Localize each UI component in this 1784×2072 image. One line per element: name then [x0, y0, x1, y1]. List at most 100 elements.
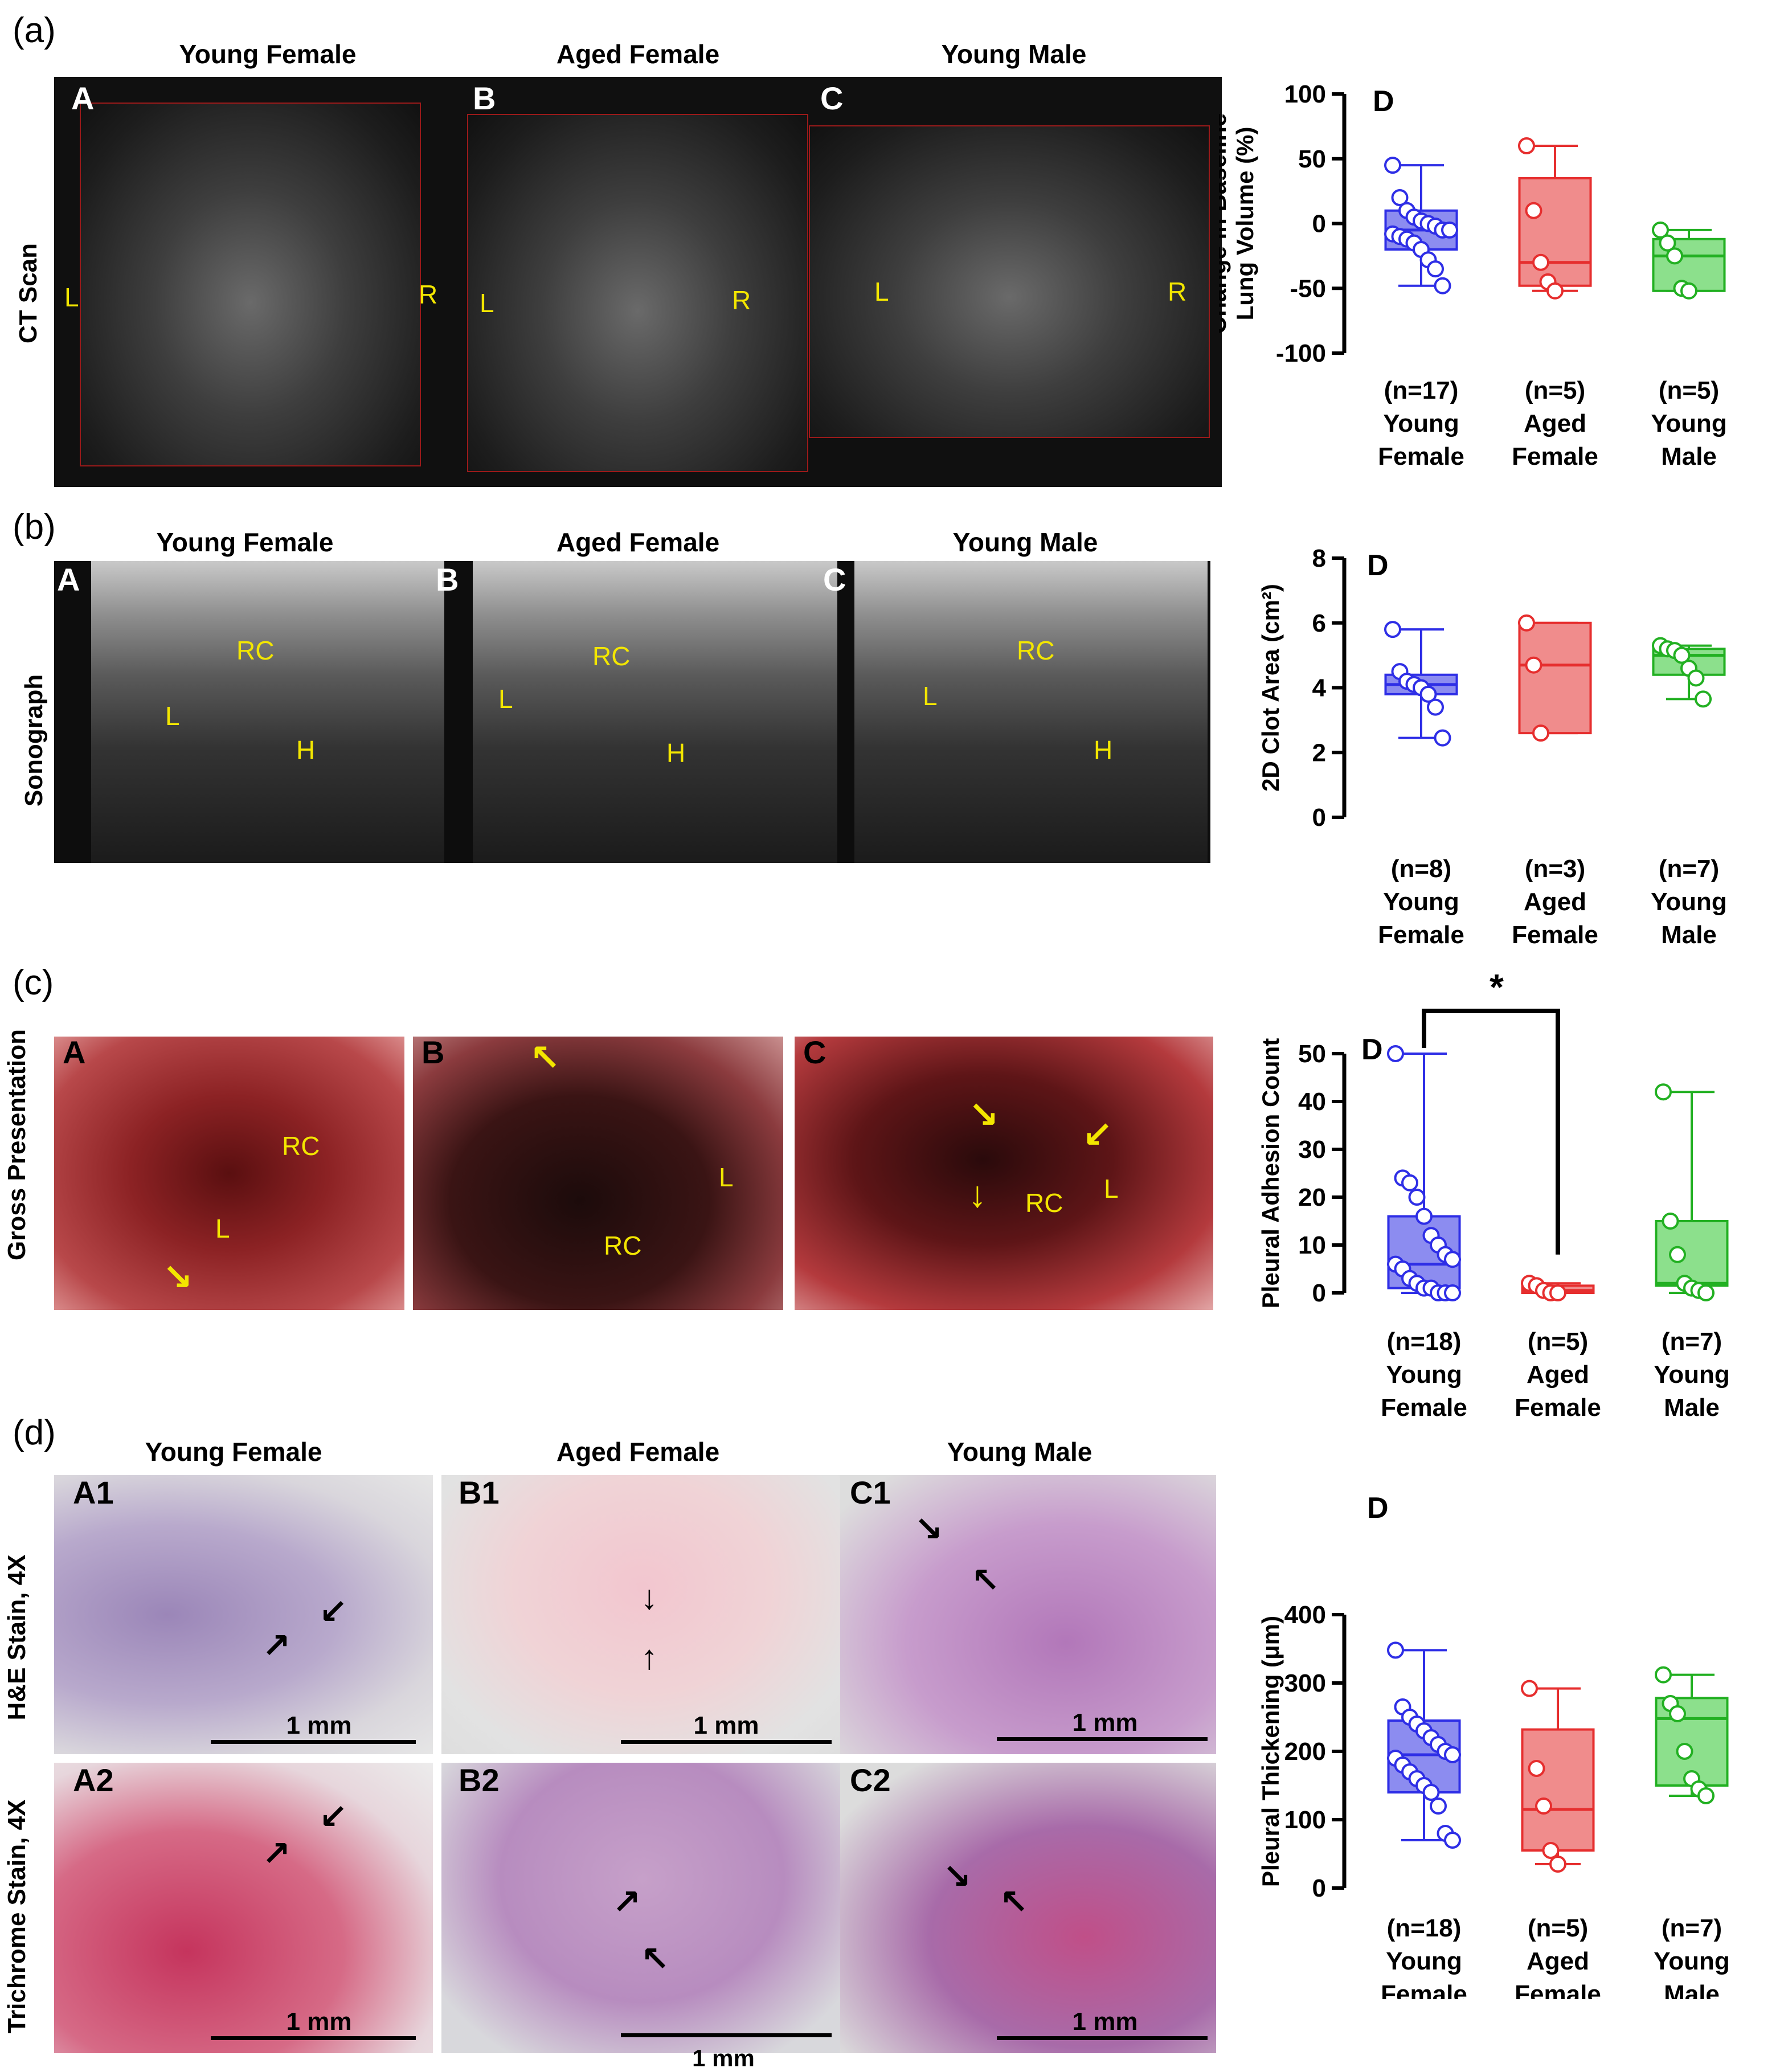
y-tick-label: 20 [1298, 1184, 1326, 1211]
scale-bar-b1 [621, 1740, 832, 1744]
data-point [1391, 189, 1409, 206]
data-point [1666, 247, 1683, 265]
data-point [1444, 1251, 1461, 1268]
sono-image-young-female [91, 561, 444, 863]
y-tick-label: 0 [1312, 804, 1326, 832]
box-iqr [1518, 621, 1592, 735]
gross-rc-a: RC [282, 1131, 320, 1161]
x-category-label-2: Female [1515, 1980, 1601, 1999]
data-point [1401, 1174, 1418, 1191]
data-point [1687, 669, 1705, 687]
data-point [1444, 1832, 1461, 1849]
ct-side-right-b: R [732, 285, 751, 315]
histo-tri-aged-female [441, 1763, 843, 2053]
x-category-n: (n=18) [1387, 1328, 1462, 1356]
x-category-label-1: Young [1383, 888, 1459, 916]
x-category-label-2: Female [1378, 443, 1464, 470]
histo-tri-young-male [840, 1763, 1216, 2053]
histo-arrow-a2-1: ↙ [319, 1797, 348, 1836]
chart-clot-area: 0 2 4 6 8 2D Clot Area (cm²) D (n=8) Young Female… [1257, 544, 1727, 945]
y-tick-label: 0 [1312, 1279, 1326, 1307]
x-category-label-2: Male [1661, 921, 1717, 945]
data-point [1669, 1705, 1686, 1722]
y-tick-label: 2 [1312, 739, 1326, 767]
data-point [1532, 253, 1549, 271]
ct-image-young-male [809, 125, 1210, 438]
x-category-label-1: Young [1383, 410, 1459, 437]
scale-bar-b2 [621, 2033, 832, 2037]
histo-letter-c2: C2 [850, 1762, 891, 1798]
data-point [1408, 1189, 1426, 1206]
y-tick-label: 6 [1312, 609, 1326, 637]
ct-letter-b: B [473, 80, 496, 116]
data-point [1427, 698, 1444, 716]
box-iqr [1518, 177, 1592, 287]
section-label-c: (c) [13, 963, 54, 1002]
y-tick-label: 30 [1298, 1136, 1326, 1164]
y-tick-label: 300 [1284, 1669, 1326, 1697]
data-point [1521, 1680, 1538, 1697]
chart-lung-volume: -100 -50 0 50 100 Change in Baseline Lung Volu… [1219, 80, 1727, 470]
data-point [1427, 260, 1444, 278]
data-point [1680, 282, 1697, 300]
row-label-sono: Sonograph [20, 674, 48, 807]
sono-image-young-male [854, 561, 1208, 863]
ct-side-right-a: R [419, 280, 438, 309]
y-tick-label: 8 [1312, 544, 1326, 572]
sono-panel: A B C RC L H RC L H RC L H [54, 561, 1210, 863]
scale-text-a1: 1 mm [286, 1711, 352, 1739]
gross-letter-c: C [803, 1034, 826, 1070]
x-category-label-2: Male [1664, 1980, 1720, 1999]
histo-he-young-female [54, 1475, 433, 1754]
sono-h-a: H [296, 735, 316, 765]
y-axis-label: Pleural Adhesion Count [1257, 1038, 1284, 1308]
histo-arrow-b1-1: ↓ [641, 1578, 658, 1616]
box-iqr [1521, 1728, 1595, 1852]
data-point [1384, 621, 1401, 638]
sono-h-b: H [666, 738, 686, 768]
y-axis-label: 2D Clot Area (cm²) [1257, 584, 1284, 792]
ct-side-left-b: L [480, 288, 494, 318]
scale-bar-a1 [211, 1740, 416, 1744]
data-point [1434, 729, 1451, 747]
histo-arrow-a1-2: ↗ [262, 1627, 291, 1665]
data-point [1697, 1284, 1715, 1301]
chart-adhesion-count: 0 10 20 30 40 50 Pleural Adhesion Count D (n=18)… [1257, 967, 1730, 1422]
gross-image-c [795, 1037, 1213, 1310]
histo-arrow-b2-1: ↗ [612, 1883, 641, 1921]
scale-text-c2: 1 mm [1072, 2008, 1138, 2036]
histo-letter-b1: B1 [459, 1475, 500, 1510]
significance-bracket [1422, 1009, 1560, 1255]
y-tick-label: -50 [1290, 275, 1326, 302]
gross-rc-c: RC [1025, 1188, 1063, 1218]
x-category-n: (n=8) [1391, 855, 1451, 883]
x-category-label-2: Female [1381, 1394, 1467, 1422]
section-label-b: (b) [13, 507, 56, 547]
x-category-n: (n=17) [1384, 376, 1459, 404]
panel-d-letter: D [1373, 85, 1394, 118]
x-category-n: (n=7) [1662, 1328, 1722, 1356]
section-label-d: (d) [13, 1413, 56, 1452]
data-point [1532, 724, 1549, 742]
y-axis-label: Change in Baseline [1219, 113, 1231, 334]
gross-arrow-c1: ↘ [968, 1094, 999, 1135]
x-category-n: (n=18) [1387, 1914, 1462, 1942]
data-point [1384, 157, 1401, 174]
data-point [1662, 1213, 1679, 1230]
sono-rc-c: RC [1017, 636, 1055, 665]
data-point [1535, 1797, 1552, 1815]
y-tick-label: 4 [1312, 674, 1327, 702]
ct-title-aged-female: Aged Female [556, 39, 720, 69]
sono-image-aged-female [473, 561, 837, 863]
ct-panel: A B C L R L R L R [54, 77, 1222, 487]
data-point [1422, 1784, 1440, 1801]
y-tick-label: 50 [1298, 145, 1326, 173]
y-tick-label: 100 [1284, 1806, 1326, 1834]
gross-l-a: L [215, 1214, 230, 1243]
data-point [1655, 1666, 1672, 1684]
data-point [1528, 1760, 1545, 1777]
histo-letter-c1: C1 [850, 1475, 891, 1510]
sono-l-b: L [498, 684, 513, 714]
histo-tri-young-female [54, 1763, 433, 2053]
